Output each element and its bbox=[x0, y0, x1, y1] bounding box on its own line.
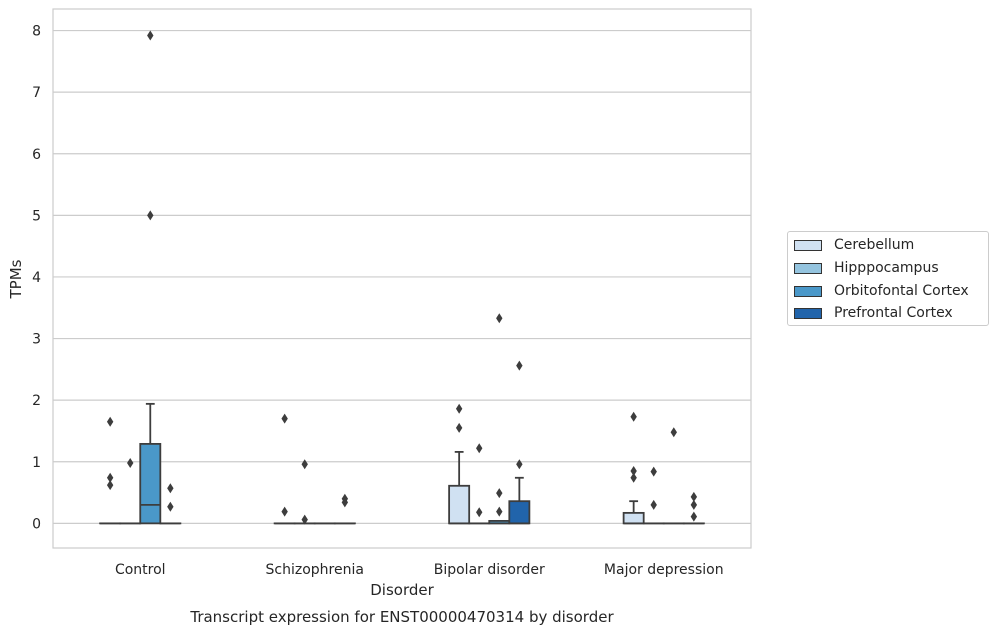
y-tick-label: 5 bbox=[32, 208, 41, 224]
outlier-point bbox=[496, 488, 503, 499]
legend-label: Prefrontal Cortex bbox=[834, 305, 953, 321]
gridlines bbox=[53, 29, 751, 524]
outlier-point bbox=[147, 210, 154, 221]
x-tick-label: Control bbox=[115, 562, 166, 578]
outlier-point bbox=[476, 507, 483, 518]
outlier-point bbox=[106, 480, 114, 491]
outlier-point bbox=[690, 491, 698, 502]
outlier-point bbox=[516, 360, 523, 371]
x-tick-label: Bipolar disorder bbox=[434, 562, 545, 578]
outlier-point bbox=[670, 427, 677, 438]
outlier-point bbox=[167, 501, 174, 512]
outlier-point bbox=[281, 506, 288, 517]
outlier-point bbox=[147, 30, 154, 41]
boxes bbox=[99, 30, 705, 525]
legend-label: Cerebellum bbox=[834, 237, 915, 253]
box bbox=[448, 484, 471, 525]
legend-item-orbitofrontal-cortex: Orbitofontal Cortex bbox=[794, 282, 969, 300]
y-tick-label: 0 bbox=[32, 516, 41, 532]
outlier-point bbox=[167, 483, 174, 494]
outlier-point bbox=[281, 413, 288, 424]
x-tick-label: Schizophrenia bbox=[266, 562, 364, 578]
outlier-point bbox=[630, 472, 637, 483]
legend-item-hippocampus: Hipppocampus bbox=[794, 259, 939, 277]
outlier-point bbox=[630, 466, 637, 476]
chart-title: Transcript expression for ENST0000047031… bbox=[189, 608, 614, 626]
outlier-point bbox=[650, 466, 657, 477]
legend-item-cerebellum: Cerebellum bbox=[794, 236, 914, 254]
x-tick-label: Major depression bbox=[604, 562, 724, 578]
legend-swatch bbox=[794, 307, 822, 319]
legend-label: Orbitofontal Cortex bbox=[834, 283, 969, 299]
outlier-point bbox=[106, 472, 114, 483]
legend: Cerebellum Hipppocampus Orbitofontal Cor… bbox=[787, 231, 989, 326]
y-tick-label: 2 bbox=[32, 393, 41, 409]
outlier-point bbox=[630, 411, 637, 422]
outlier-point bbox=[496, 313, 503, 324]
plot-frame bbox=[52, 8, 752, 549]
y-tick-label: 6 bbox=[32, 147, 41, 163]
outlier-point bbox=[476, 443, 483, 454]
legend-swatch bbox=[794, 285, 822, 297]
legend-swatch bbox=[794, 239, 822, 251]
outlier-point bbox=[301, 459, 308, 470]
x-tick-labels: Control Schizophrenia Bipolar disorder Majo… bbox=[115, 562, 724, 578]
box bbox=[508, 500, 531, 525]
y-tick-label: 1 bbox=[32, 455, 41, 471]
outlier-point bbox=[301, 514, 308, 525]
outlier-point bbox=[455, 422, 463, 433]
box bbox=[622, 511, 645, 525]
y-tick-label: 3 bbox=[32, 332, 41, 348]
outlier-point bbox=[496, 506, 503, 517]
outlier-point bbox=[650, 499, 657, 510]
y-tick-label: 7 bbox=[32, 85, 41, 101]
y-tick-label: 8 bbox=[32, 24, 41, 40]
y-tick-label: 4 bbox=[32, 270, 41, 286]
outlier-point bbox=[341, 493, 349, 504]
outlier-point bbox=[455, 403, 463, 414]
outlier-point bbox=[690, 511, 698, 522]
box bbox=[139, 442, 162, 525]
y-tick-labels: 0 1 2 3 4 5 6 7 8 bbox=[32, 24, 41, 533]
legend-item-prefrontal-cortex: Prefrontal Cortex bbox=[794, 304, 953, 322]
x-axis-label: Disorder bbox=[370, 581, 434, 599]
legend-swatch bbox=[794, 262, 822, 274]
outlier-point bbox=[690, 499, 698, 510]
y-axis-label: TPMs bbox=[7, 259, 25, 299]
outlier-point bbox=[127, 457, 134, 468]
outlier-point bbox=[516, 459, 523, 470]
legend-label: Hipppocampus bbox=[834, 260, 939, 276]
outlier-point bbox=[106, 416, 114, 427]
